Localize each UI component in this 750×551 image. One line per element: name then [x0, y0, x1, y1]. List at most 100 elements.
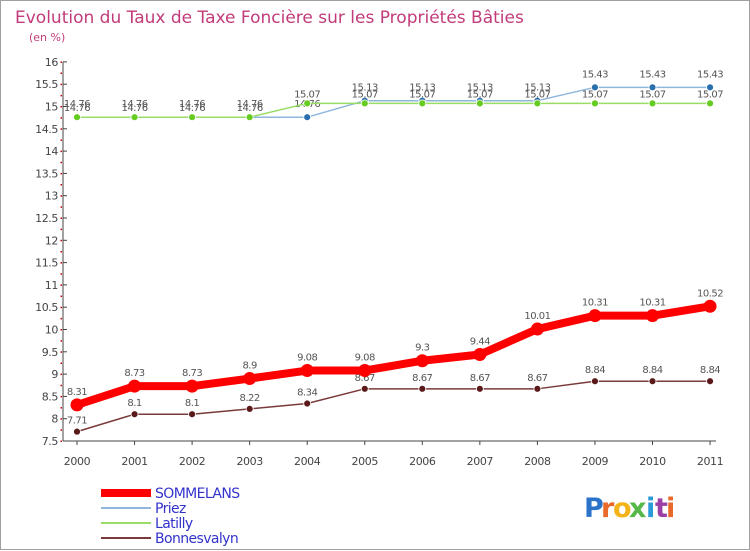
data-point: [188, 410, 197, 419]
data-label: 14.76: [64, 103, 90, 114]
data-label: 15.07: [352, 89, 378, 100]
y-axis-dot: [60, 273, 62, 275]
y-axis-dot: [60, 306, 62, 309]
data-point: [303, 99, 312, 108]
data-label: 15.07: [467, 89, 493, 100]
data-point: [245, 404, 254, 413]
y-axis-dot: [60, 72, 62, 75]
legend-label: Latilly: [155, 516, 193, 532]
data-label: 15.07: [697, 89, 723, 100]
x-tick-label: 2000: [64, 455, 91, 468]
chart-subtitle: (en %): [29, 31, 65, 44]
x-tick-label: 2006: [409, 455, 436, 468]
y-tick-label: 11: [45, 279, 58, 292]
data-point: [418, 99, 427, 108]
y-axis-dot: [60, 128, 62, 130]
data-label: 7.71: [67, 416, 87, 427]
data-point: [533, 99, 542, 108]
data-point: [475, 99, 484, 108]
data-label: 8.1: [185, 398, 200, 409]
data-label: 14.76: [237, 103, 263, 114]
data-label: 14.76: [121, 103, 147, 114]
y-axis-dot: [60, 429, 62, 431]
y-axis-dot: [60, 440, 62, 442]
legend-label: SOMMELANS: [155, 486, 240, 502]
y-axis-dot: [60, 106, 62, 108]
data-label: 15.07: [294, 89, 320, 100]
data-label: 15.43: [582, 69, 608, 80]
series-priez: 14.7614.7614.7614.7614.7615.1315.1315.13…: [64, 69, 724, 122]
data-label: 14.76: [179, 99, 205, 110]
data-point: [588, 309, 602, 323]
y-axis-dot: [60, 373, 62, 376]
data-point: [706, 83, 714, 92]
data-point: [646, 309, 659, 323]
data-point: [245, 113, 254, 122]
y-tick-label: 11.5: [35, 257, 58, 270]
x-tick-label: 2010: [639, 455, 666, 468]
series-line: [76, 380, 711, 433]
y-tick-label: 12: [45, 234, 58, 247]
data-label: 9.3: [415, 343, 430, 354]
y-axis-dot: [60, 117, 62, 119]
y-tick-label: 7.5: [42, 435, 59, 448]
y-axis-dot: [60, 362, 62, 364]
logo-letter: t: [655, 493, 668, 524]
data-point: [530, 322, 544, 336]
data-label: 15.13: [467, 83, 493, 94]
data-label: 15.07: [409, 89, 435, 100]
data-label: 8.67: [470, 373, 490, 384]
x-tick-label: 2003: [236, 455, 263, 468]
y-axis-dot: [60, 384, 62, 387]
data-point: [360, 99, 369, 108]
data-label: 8.1: [127, 398, 142, 409]
y-tick-label: 8.5: [42, 390, 59, 403]
y-axis-dot: [60, 395, 62, 398]
data-point: [648, 377, 657, 386]
x-tick-label: 2002: [179, 455, 205, 468]
y-tick-label: 8: [51, 413, 58, 426]
x-tick-label: 2008: [524, 455, 551, 468]
y-tick-label: 15: [45, 101, 59, 114]
y-axis-dot: [60, 150, 62, 153]
y-axis-dot: [60, 228, 62, 231]
logo-letter: o: [613, 493, 632, 524]
data-label: 9.44: [470, 336, 490, 347]
data-label: 8.84: [585, 365, 605, 376]
data-point: [358, 364, 372, 378]
data-label: 14.76: [121, 99, 147, 110]
data-point: [591, 83, 599, 92]
axes: 7.5 8 8.5 9 9.5 10 10.5 11 11.5 12 12.5 13 13.5 14 14.…: [35, 56, 724, 468]
series-line: [73, 302, 715, 409]
y-tick-label: 14.5: [35, 123, 58, 136]
data-label: 10.31: [639, 298, 665, 309]
data-label: 9.08: [355, 353, 375, 364]
series-bonnesvalyn: 7.71 8.1 8.1 8.22 8.34 8.67 8.67 8.67 8.67 8.84 8.…: [67, 365, 721, 436]
logo-letter: P: [584, 493, 604, 524]
data-point: [415, 354, 429, 368]
data-label: 8.73: [182, 368, 202, 379]
y-axis-dot: [60, 329, 62, 331]
data-point: [591, 377, 599, 386]
x-tick-label: 2004: [294, 455, 321, 468]
y-axis-dot: [60, 284, 62, 286]
y-tick-label: 15.5: [35, 78, 58, 91]
y-axis-dot: [60, 351, 62, 353]
x-tick-label: 2011: [697, 455, 723, 468]
data-label: 15.07: [582, 89, 608, 100]
data-label: 15.13: [524, 83, 550, 94]
y-axis-dot: [60, 418, 62, 420]
data-point: [418, 384, 427, 393]
y-axis-dot: [60, 250, 62, 253]
data-label: 9.08: [297, 353, 317, 364]
x-tick-label: 2001: [121, 455, 147, 468]
data-label: 15.43: [639, 69, 665, 80]
logo-letter: i: [666, 493, 675, 524]
data-label: 8.67: [412, 373, 432, 384]
data-point: [360, 384, 369, 393]
y-axis-dot: [60, 172, 62, 175]
y-tick-label: 16: [45, 56, 59, 69]
data-point: [73, 113, 81, 122]
logo-letter: i: [646, 493, 655, 524]
